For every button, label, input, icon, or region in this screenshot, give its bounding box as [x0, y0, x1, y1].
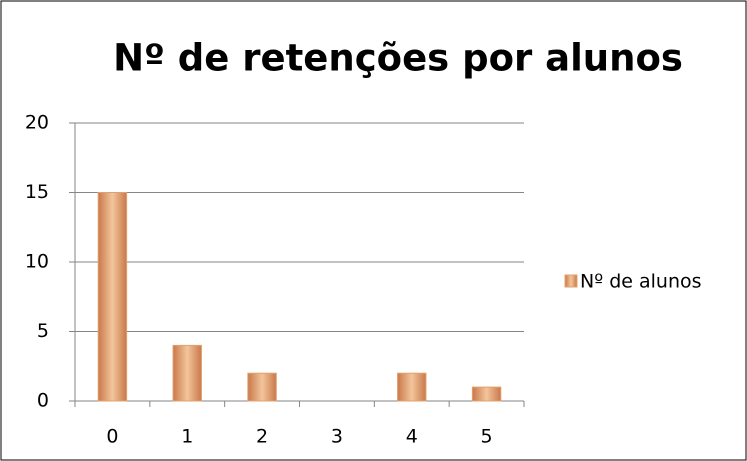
legend-label: Nº de alunos — [580, 271, 702, 293]
bar — [247, 372, 277, 402]
y-tick-label: 20 — [25, 112, 49, 134]
x-tick-label: 1 — [181, 426, 193, 448]
bar — [172, 344, 202, 402]
legend-swatch — [564, 274, 578, 288]
x-tick-label: 2 — [256, 426, 268, 448]
x-tick-label: 5 — [481, 426, 493, 448]
y-tick-label: 10 — [25, 251, 49, 273]
chart-title: Nº de retenções por alunos — [113, 37, 683, 80]
x-tick-label: 3 — [331, 426, 343, 448]
bar — [397, 372, 427, 402]
y-tick-label: 0 — [37, 390, 49, 412]
bar — [97, 192, 128, 402]
y-tick-label: 15 — [25, 181, 49, 203]
bar — [471, 386, 502, 402]
x-tick-label: 4 — [406, 426, 418, 448]
x-tick-label: 0 — [106, 426, 118, 448]
y-tick-label: 5 — [37, 320, 49, 342]
